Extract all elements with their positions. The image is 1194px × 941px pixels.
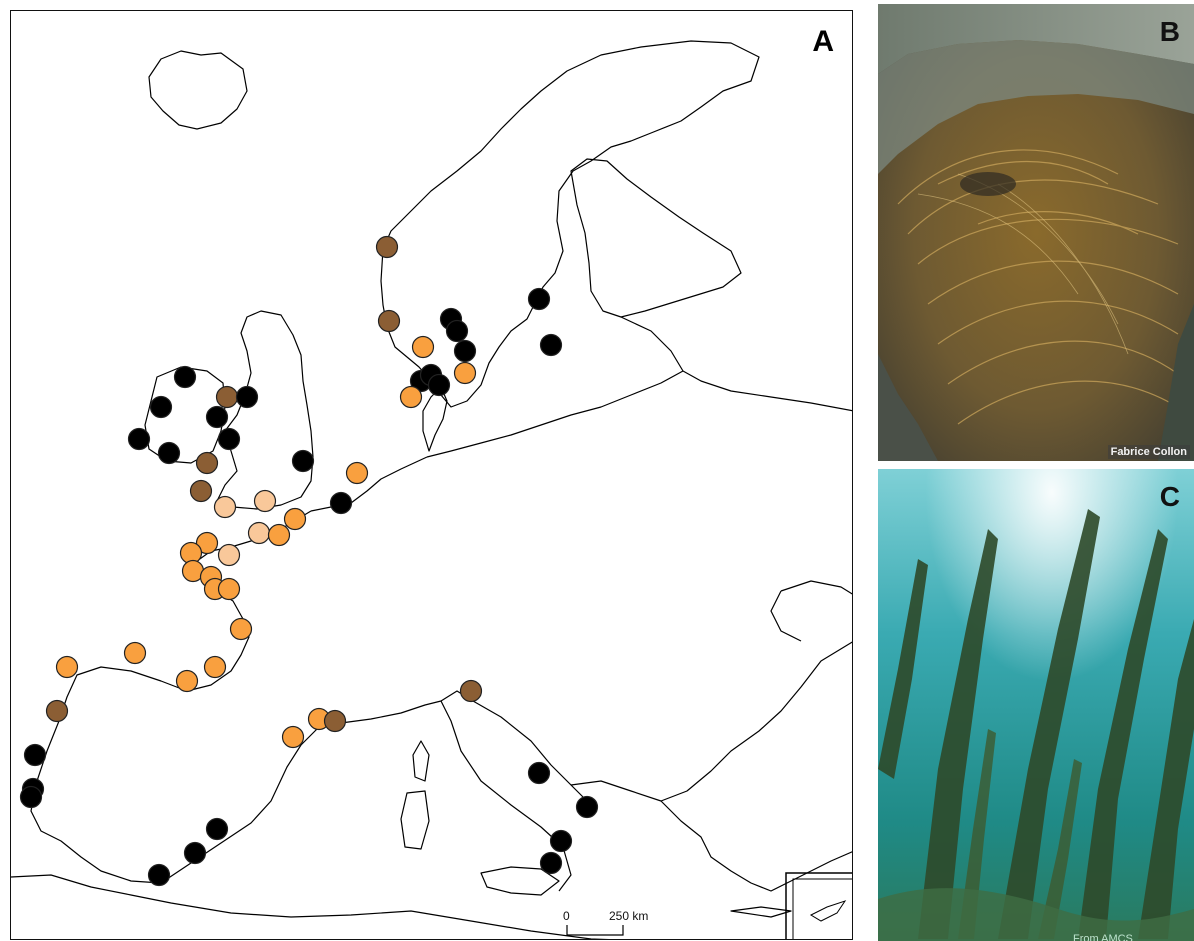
- coastline-black-sea: [770, 580, 852, 642]
- inset-box: [785, 872, 852, 939]
- scale-bar: 0 250 km: [563, 909, 648, 936]
- coastline-denmark: [422, 386, 448, 452]
- site-marker-brown: [375, 235, 399, 259]
- scale-end-label: 250 km: [609, 909, 648, 923]
- site-marker-orange: [229, 617, 253, 641]
- site-marker-brown: [45, 699, 69, 723]
- site-marker-black: [291, 449, 315, 473]
- coastline-balkans: [570, 641, 852, 802]
- sites-layer: [19, 235, 599, 887]
- coastline-ireland: [144, 366, 226, 464]
- coastline-sicily: [480, 866, 560, 896]
- site-marker-black: [23, 743, 47, 767]
- site-marker-black: [235, 385, 259, 409]
- coastline-scandinavia: [380, 40, 760, 408]
- inset-inner-box: [792, 878, 852, 939]
- site-marker-black: [205, 405, 229, 429]
- coastline-baltic-east: [620, 316, 852, 412]
- site-marker-black: [205, 817, 229, 841]
- coastline-corsica: [412, 740, 430, 782]
- site-marker-orange: [399, 385, 423, 409]
- photo-b-credit: Fabrice Collon: [1107, 445, 1190, 459]
- site-marker-light_orange: [253, 489, 277, 513]
- site-marker-brown: [195, 451, 219, 475]
- coastline-crete: [730, 906, 792, 918]
- site-marker-brown: [215, 385, 239, 409]
- site-marker-orange: [195, 531, 219, 555]
- coastline-greece: [660, 800, 852, 892]
- coastline-britain: [216, 310, 314, 510]
- site-marker-black: [173, 365, 197, 389]
- coastline-africa: [11, 874, 610, 939]
- site-marker-black: [157, 441, 181, 465]
- scale-start-label: 0: [563, 909, 570, 923]
- site-marker-light_orange: [213, 495, 237, 519]
- photo-c-image: [878, 469, 1194, 941]
- panel-a-label: A: [812, 25, 834, 58]
- photo-c-credit: From AMCS: [1073, 933, 1133, 941]
- site-marker-orange: [203, 655, 227, 679]
- site-marker-orange: [123, 641, 147, 665]
- site-marker-light_orange: [247, 521, 271, 545]
- inset-island: [809, 900, 847, 922]
- site-marker-black: [217, 427, 241, 451]
- map-panel: 0 250 km A: [10, 10, 853, 940]
- site-marker-orange: [453, 361, 477, 385]
- coastline-finland: [570, 158, 742, 318]
- site-marker-black: [427, 373, 451, 397]
- coastline-continent: [30, 456, 592, 892]
- site-marker-black: [527, 287, 551, 311]
- coastline-baltic-south: [426, 370, 684, 458]
- site-marker-brown: [323, 709, 347, 733]
- panel-b-label: B: [1159, 16, 1180, 47]
- coastlines: [11, 40, 852, 939]
- site-marker-black: [575, 795, 599, 819]
- site-marker-orange: [267, 523, 291, 547]
- site-marker-orange: [175, 669, 199, 693]
- panel-c-label: C: [1159, 481, 1180, 512]
- site-marker-black: [527, 761, 551, 785]
- site-marker-orange: [345, 461, 369, 485]
- site-marker-brown: [377, 309, 401, 333]
- site-marker-black: [183, 841, 207, 865]
- site-marker-orange: [411, 335, 435, 359]
- site-marker-brown: [189, 479, 213, 503]
- photo-b-image: [878, 4, 1194, 461]
- site-marker-black: [147, 863, 171, 887]
- site-marker-black: [127, 427, 151, 451]
- site-marker-black: [149, 395, 173, 419]
- site-marker-light_orange: [217, 543, 241, 567]
- site-marker-black: [445, 319, 469, 343]
- photo-c: C From AMCS: [878, 469, 1194, 941]
- site-marker-black: [539, 333, 563, 357]
- site-marker-brown: [459, 679, 483, 703]
- site-marker-black: [539, 851, 563, 875]
- site-marker-black: [19, 785, 43, 809]
- coastline-iceland: [148, 50, 248, 130]
- site-marker-orange: [217, 577, 241, 601]
- photo-b: B Fabrice Collon: [878, 4, 1194, 461]
- site-marker-black: [329, 491, 353, 515]
- site-marker-orange: [55, 655, 79, 679]
- coastline-sardinia: [400, 790, 430, 850]
- map-canvas: 0 250 km: [11, 40, 852, 939]
- site-marker-orange: [283, 507, 307, 531]
- site-marker-black: [453, 339, 477, 363]
- site-marker-orange: [281, 725, 305, 749]
- site-marker-black: [549, 829, 573, 853]
